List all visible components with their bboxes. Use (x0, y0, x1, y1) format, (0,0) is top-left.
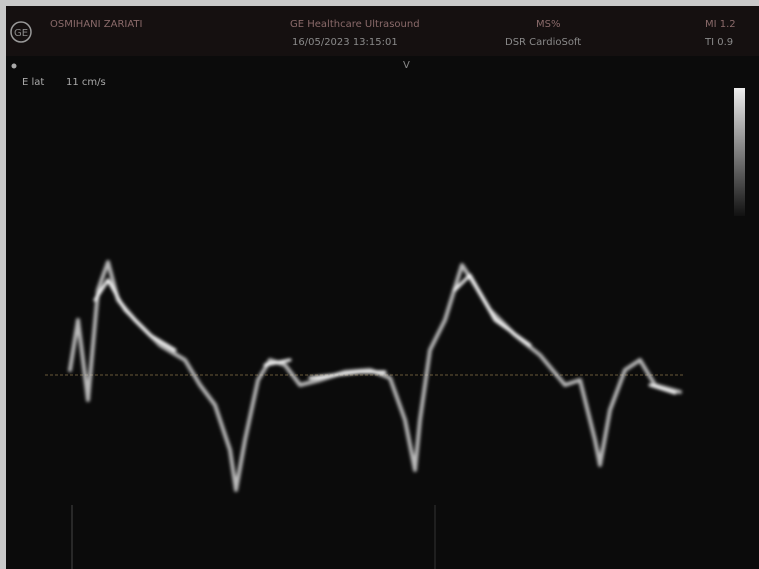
mode: MS% (536, 19, 560, 30)
doppler-trace (68, 260, 682, 492)
thermal-index: TI 0.9 (704, 37, 733, 48)
preset: DSR CardioSoft (505, 37, 581, 48)
system-name: GE Healthcare Ultrasound (290, 19, 420, 30)
display-area (6, 6, 759, 569)
mechanical-index: MI 1.2 (705, 19, 736, 30)
logo-ring (10, 21, 32, 43)
date-time: 16/05/2023 13:15:01 (292, 37, 398, 48)
measurement-value: 11 cm/s (66, 77, 106, 88)
grayscale-bar (734, 88, 745, 216)
patient-name: OSMIHANI ZARIATI (50, 19, 142, 30)
measurement-name: E lat (22, 77, 44, 88)
marker-dot (11, 63, 17, 69)
marker-label: V (403, 60, 410, 71)
logo: GE (14, 28, 28, 39)
header-bar (6, 6, 759, 56)
